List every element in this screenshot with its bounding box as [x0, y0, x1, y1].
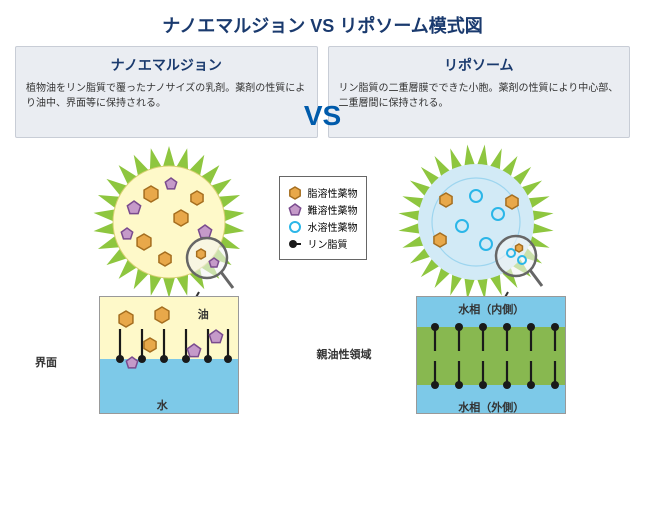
legend-hard: 難溶性薬物	[308, 202, 358, 217]
emulsion-detail	[99, 296, 239, 414]
left-panel: ナノエマルジョン 植物油をリン脂質で覆ったナノサイズの乳剤。薬剤の性質により油中…	[15, 46, 318, 138]
oil-label: 油	[198, 306, 209, 322]
right-panel: リポソーム リン脂質の二重層膜でできた小胞。薬剤の性質により中心部、二重層間に保…	[328, 46, 631, 138]
left-panel-title: ナノエマルジョン	[26, 55, 307, 75]
legend-box: 脂溶性薬物 難溶性薬物 水溶性薬物 リン脂質	[279, 176, 367, 260]
detail-row: 界面 油 水 親油性領域 水相（内側） 水相（外側）	[0, 296, 645, 419]
circ-icon	[288, 220, 302, 234]
nanoemulsion-diagram	[79, 144, 259, 314]
legend-lipid: リン脂質	[308, 236, 348, 251]
liporegion-label: 親油性領域	[317, 346, 372, 362]
left-panel-desc: 植物油をリン脂質で覆ったナノサイズの乳剤。薬剤の性質により油中、界面等に保持され…	[26, 81, 307, 111]
legend-water: 水溶性薬物	[308, 219, 358, 234]
outer-label: 水相（外側）	[458, 399, 524, 415]
lipid-icon	[288, 237, 302, 251]
right-panel-desc: リン脂質の二重層膜でできた小胞。薬剤の性質により中心部、二重層間に保持される。	[339, 81, 620, 111]
pent-icon	[288, 203, 302, 217]
right-panel-title: リポソーム	[339, 55, 620, 75]
inner-label: 水相（内側）	[458, 301, 524, 317]
interface-label: 界面	[35, 354, 57, 370]
liposome-diagram	[386, 144, 566, 314]
water-label: 水	[157, 397, 168, 413]
hex-icon	[288, 186, 302, 200]
main-title: ナノエマルジョン VS リポソーム模式図	[0, 0, 645, 46]
diagram-row: 脂溶性薬物 難溶性薬物 水溶性薬物 リン脂質	[0, 144, 645, 314]
legend-fat: 脂溶性薬物	[308, 185, 358, 200]
vs-label: VS	[304, 100, 341, 132]
